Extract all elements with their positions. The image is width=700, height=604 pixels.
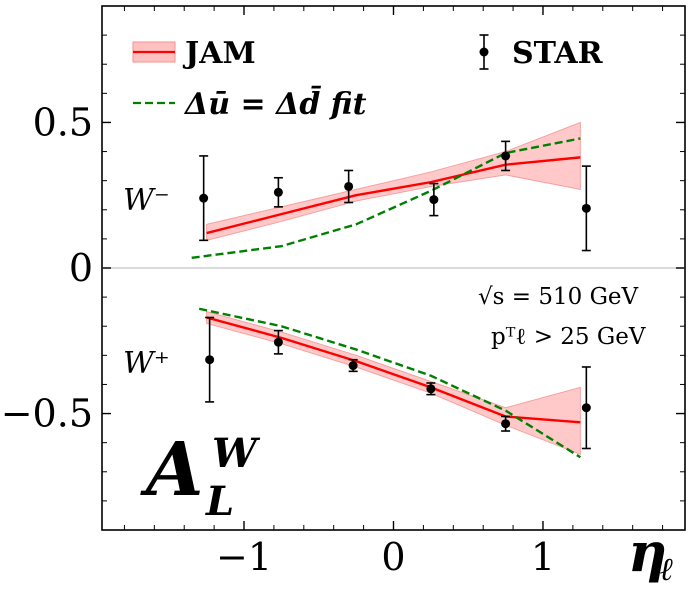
star-data-points	[199, 140, 591, 450]
band-series-0	[206, 121, 581, 241]
data-point	[344, 181, 354, 191]
asymmetry-symbol-sup: W	[212, 430, 261, 477]
x-tick-label: −1	[216, 535, 272, 579]
data-point	[199, 193, 209, 203]
data-point	[273, 187, 283, 197]
legend-star-label: STAR	[512, 36, 604, 71]
data-point	[429, 195, 439, 205]
legend-jam-label: JAM	[182, 36, 256, 71]
data-point	[348, 361, 358, 371]
w-minus-label: W⁻	[123, 183, 170, 218]
legend-fit-label: Δū = Δd̄ fit	[183, 86, 367, 122]
data-point	[205, 355, 215, 365]
sqrt-s-label: √s = 510 GeV	[478, 284, 639, 310]
data-point	[426, 384, 436, 394]
asymmetry-symbol-sub: L	[205, 478, 234, 525]
w-plus-label: W⁺	[123, 346, 170, 381]
fit-curve-3	[198, 307, 581, 459]
y-tick-label: −0.5	[1, 392, 93, 436]
x-axis-label-subscript: ℓ	[660, 550, 674, 588]
legend-star-marker	[479, 47, 489, 57]
y-tick-label: 0	[69, 246, 93, 290]
pt-cut-label: pᵀℓ > 25 GeV	[491, 324, 646, 350]
fit-curve-2	[191, 137, 581, 260]
data-point	[501, 419, 511, 429]
curves	[191, 137, 581, 459]
axis-ticks: −1 0 1 −0.5 0 0.5	[1, 6, 685, 579]
data-point	[501, 151, 511, 161]
asymmetry-symbol-main: A	[140, 427, 203, 513]
legend: JAM STAR Δū = Δd̄ fit	[132, 34, 604, 122]
x-axis-label: η	[628, 520, 667, 584]
y-tick-label: 0.5	[33, 100, 93, 144]
jam-curve-0	[206, 156, 581, 235]
x-tick-label: 0	[381, 535, 405, 579]
x-tick-label: 1	[531, 535, 555, 579]
data-point	[581, 203, 591, 213]
data-point	[581, 403, 591, 413]
data-point	[273, 337, 283, 347]
asymmetry-symbol: A W L	[140, 427, 261, 525]
